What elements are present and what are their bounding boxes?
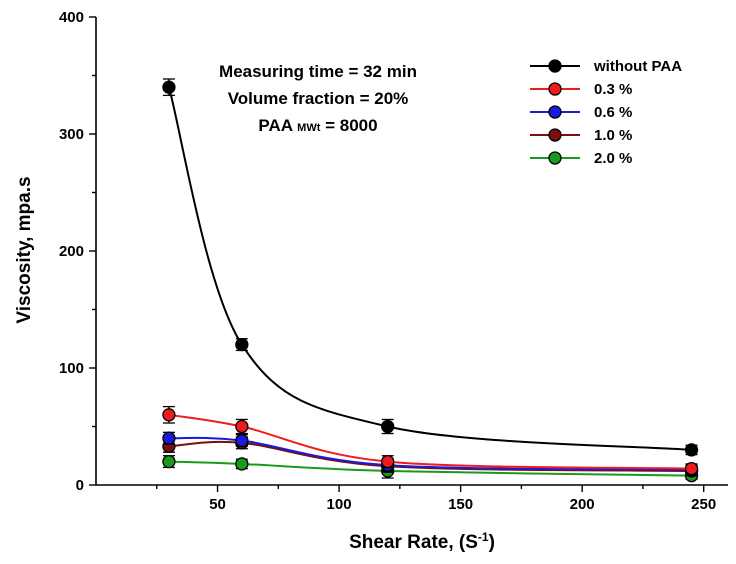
legend-item: without PAA bbox=[530, 58, 682, 75]
data-point bbox=[235, 433, 249, 448]
y-tick-label: 0 bbox=[76, 477, 84, 494]
series-line bbox=[168, 413, 692, 470]
x-tick-label: 100 bbox=[327, 496, 352, 513]
legend: without PAA 0.3 % 0.6 % 1.0 % 2.0 % bbox=[530, 58, 682, 167]
series-without-paa bbox=[162, 78, 699, 457]
data-point bbox=[162, 454, 176, 469]
annotation-paa-sub: MWt bbox=[297, 122, 321, 134]
data-point bbox=[162, 431, 176, 445]
annotation-measuring-time: Measuring time = 32 min bbox=[219, 62, 417, 81]
annotation-paa-mwt: PAA MWt = 8000 bbox=[258, 116, 377, 135]
x-tick-label: 250 bbox=[691, 496, 716, 513]
series-0-3 bbox=[162, 405, 699, 476]
y-tick-label: 300 bbox=[59, 126, 84, 143]
series-line bbox=[167, 86, 692, 451]
x-axis-title: Shear Rate, (S-1) bbox=[349, 530, 495, 553]
annotation-block: Measuring time = 32 min Volume fraction … bbox=[219, 62, 417, 135]
legend-label: without PAA bbox=[593, 58, 682, 75]
legend-item: 2.0 % bbox=[530, 150, 632, 167]
y-tick-label: 200 bbox=[59, 243, 84, 260]
data-point bbox=[381, 454, 395, 469]
y-tick-label: 100 bbox=[59, 360, 84, 377]
series-line bbox=[168, 440, 692, 472]
series-line bbox=[168, 460, 692, 477]
annotation-paa-label: PAA bbox=[258, 116, 297, 135]
annotation-paa-tail: = 8000 bbox=[320, 116, 377, 135]
y-axis-title: Viscosity, mpa.s bbox=[14, 176, 35, 323]
x-axis-title-main: Shear Rate, (S bbox=[349, 532, 478, 553]
legend-item: 1.0 % bbox=[530, 127, 632, 144]
legend-item: 0.6 % bbox=[530, 104, 632, 121]
data-point bbox=[235, 337, 249, 352]
legend-label: 0.6 % bbox=[594, 104, 632, 121]
x-axis-title-end: ) bbox=[489, 532, 495, 553]
data-point bbox=[684, 443, 699, 457]
series-line bbox=[168, 436, 692, 471]
data-point bbox=[235, 419, 249, 434]
data-point bbox=[162, 80, 176, 94]
legend-marker bbox=[548, 59, 562, 73]
y-tick-label: 400 bbox=[59, 9, 84, 26]
x-tick-label: 50 bbox=[209, 496, 226, 513]
legend-label: 1.0 % bbox=[594, 127, 632, 144]
x-tick-label: 150 bbox=[448, 496, 473, 513]
legend-item: 0.3 % bbox=[530, 81, 632, 98]
axes: 0 100 200 300 400 50 100 150 200 250 bbox=[59, 9, 728, 513]
legend-marker bbox=[548, 151, 562, 165]
x-tick-label: 200 bbox=[570, 496, 595, 513]
data-point bbox=[381, 419, 395, 434]
legend-marker bbox=[548, 82, 562, 96]
legend-marker bbox=[548, 128, 562, 142]
series-layer bbox=[162, 78, 699, 483]
data-point bbox=[162, 408, 176, 422]
annotation-volume-fraction: Volume fraction = 20% bbox=[228, 89, 409, 108]
data-point bbox=[235, 457, 249, 471]
legend-marker bbox=[548, 105, 562, 119]
x-axis-title-superscript: -1 bbox=[478, 530, 489, 544]
data-point bbox=[684, 461, 699, 476]
legend-label: 0.3 % bbox=[594, 81, 632, 98]
legend-label: 2.0 % bbox=[594, 150, 632, 167]
